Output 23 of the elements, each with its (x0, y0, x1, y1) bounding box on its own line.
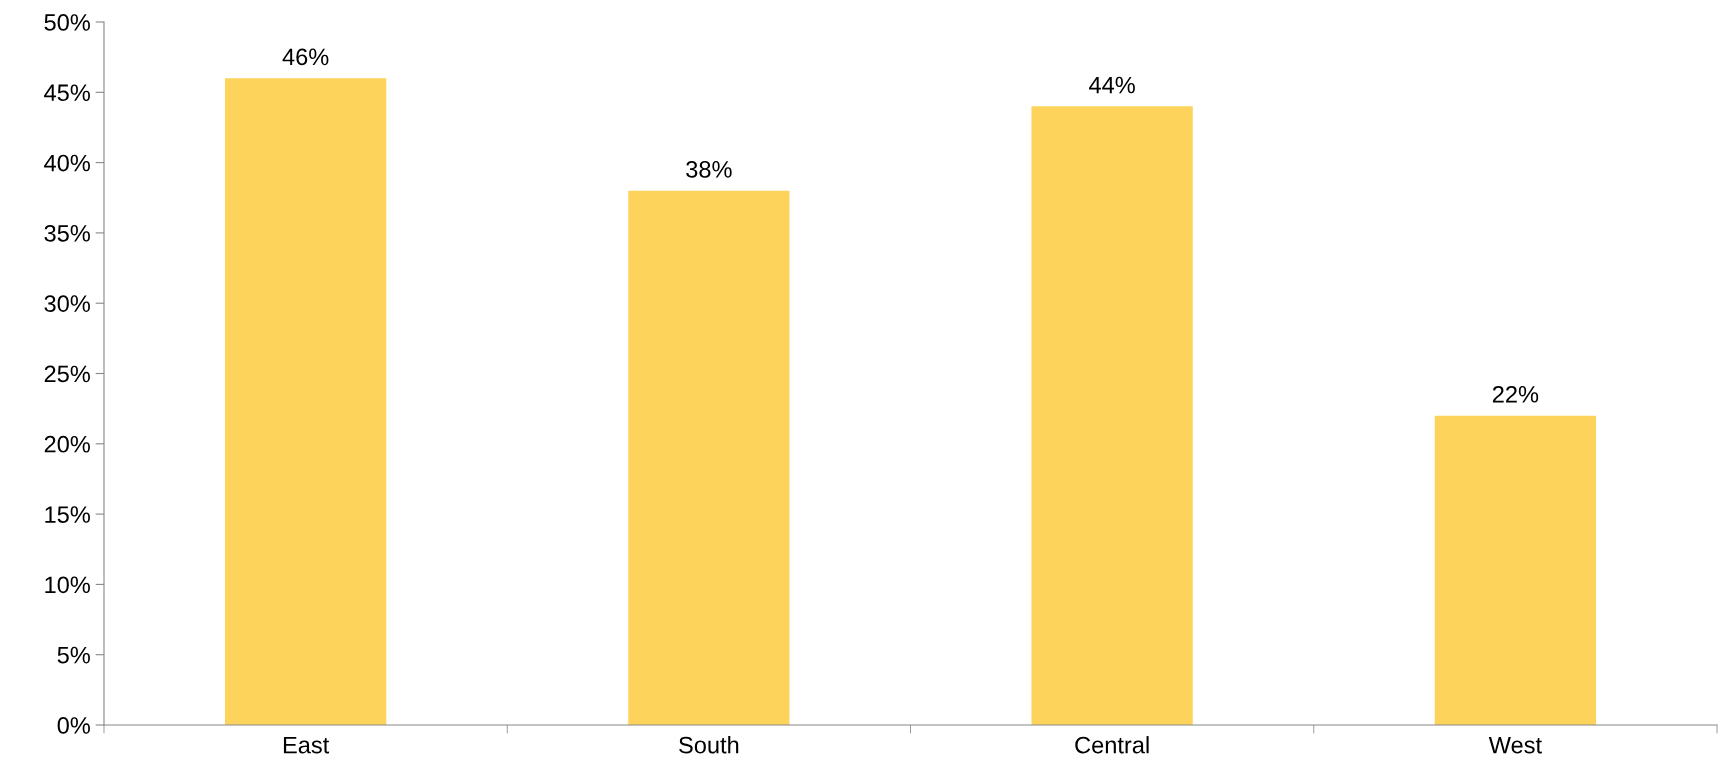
bar (1031, 106, 1193, 725)
x-tick-label: East (283, 736, 330, 754)
bar (224, 78, 387, 725)
x-tick-label: West (1488, 736, 1542, 754)
x-tick-label: Central (1075, 736, 1149, 754)
y-tick-label: 40% (44, 154, 90, 172)
y-tick-label: 30% (44, 295, 90, 312)
y-tick-label: 15% (45, 506, 90, 523)
data-label: 46% (282, 48, 329, 66)
data-label: 22% (1492, 385, 1539, 403)
y-tick-label: 10% (45, 576, 90, 594)
y-tick-label: 35% (44, 224, 90, 242)
y-tick-label: 50% (44, 14, 90, 31)
y-tick-label: 20% (44, 435, 90, 453)
data-label: 38% (686, 161, 732, 178)
x-tick-label: South (679, 736, 739, 754)
y-tick-label: 45% (44, 84, 90, 102)
y-tick-label: 0% (57, 717, 90, 734)
data-label: 44% (1089, 76, 1135, 94)
y-tick-label: 25% (44, 365, 90, 383)
y-tick-label: 5% (57, 646, 90, 664)
bar (1434, 415, 1597, 725)
bar (628, 190, 790, 725)
